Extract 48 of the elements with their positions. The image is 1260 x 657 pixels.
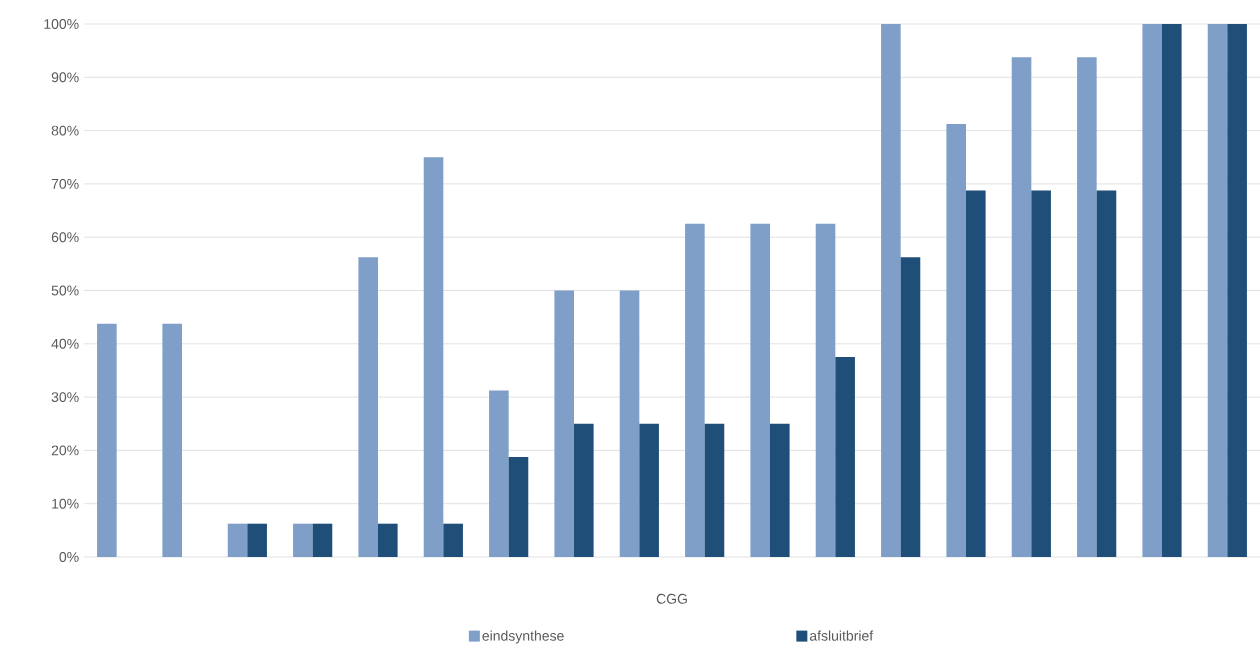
- bar: [358, 257, 378, 557]
- bar: [97, 323, 117, 557]
- bar: [966, 190, 986, 557]
- bar: [900, 257, 921, 557]
- bar: [1077, 57, 1097, 557]
- bar: [1162, 24, 1182, 557]
- bar: [312, 523, 333, 557]
- y-tick-label: 20%: [51, 445, 79, 456]
- bar: [443, 523, 463, 557]
- bar: [685, 223, 705, 557]
- bar: [378, 523, 398, 557]
- bar: [489, 390, 509, 557]
- bar: [704, 423, 725, 557]
- y-tick-label: 10%: [52, 498, 79, 509]
- bar: [639, 423, 659, 557]
- y-tick-label: 70%: [51, 178, 79, 189]
- legend-label: afsluitbrief: [809, 630, 874, 641]
- bar: [750, 223, 770, 557]
- bar: [835, 357, 855, 557]
- bar: [423, 157, 444, 557]
- bar: [1227, 24, 1247, 557]
- bar: [554, 290, 574, 557]
- bar: [1011, 57, 1032, 557]
- bar: [574, 423, 594, 557]
- bar: [881, 24, 901, 557]
- y-tick-label: 80%: [51, 125, 79, 136]
- bar: [508, 457, 529, 557]
- bar: [1031, 190, 1051, 557]
- y-tick-label: 50%: [51, 285, 79, 296]
- bar: [293, 523, 313, 557]
- bar: [1142, 24, 1162, 557]
- legend-label: eindsynthese: [482, 630, 564, 644]
- bar: [162, 323, 182, 557]
- y-tick-label: 60%: [51, 232, 79, 243]
- bar: [946, 123, 966, 557]
- bar: [1096, 190, 1117, 557]
- bar: [815, 223, 836, 557]
- y-tick-label: 100%: [44, 19, 79, 29]
- y-tick-label: 0%: [59, 552, 79, 562]
- bar: [1207, 24, 1228, 557]
- bar: [770, 423, 790, 557]
- bar: [619, 290, 640, 557]
- x-axis-title: CGG: [656, 593, 687, 604]
- bar: [247, 523, 267, 557]
- bar: [227, 523, 248, 557]
- y-tick-label: 90%: [51, 72, 79, 83]
- y-tick-label: 30%: [51, 392, 79, 403]
- y-tick-label: 40%: [51, 338, 79, 349]
